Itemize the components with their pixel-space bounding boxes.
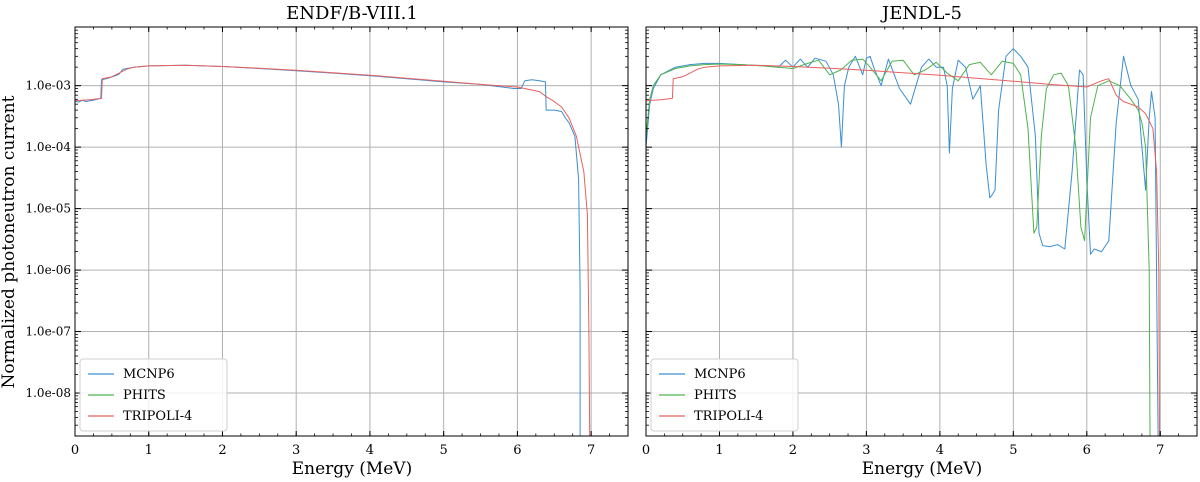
- legend: MCNP6 PHITS TRIPOLI-4: [650, 358, 799, 432]
- series-line-mcnp6: [645, 48, 1159, 437]
- x-tick-label: 5: [1009, 443, 1017, 458]
- legend-label: MCNP6: [694, 367, 746, 382]
- y-tick-label: 1.0e-07: [25, 325, 71, 339]
- series-line-tripoli-4: [74, 64, 591, 437]
- legend-box: [79, 358, 228, 432]
- y-tick-label: 1.0e-04: [25, 140, 71, 154]
- y-tick-label: 1.0e-03: [25, 79, 71, 93]
- legend-label: MCNP6: [123, 367, 175, 382]
- x-tick-label: 4: [366, 443, 374, 458]
- x-axis-label: Energy (MeV): [292, 459, 412, 479]
- chart-title: ENDF/B-VIII.1: [286, 3, 418, 24]
- x-axis-label: Energy (MeV): [862, 459, 982, 479]
- x-tick-label: 0: [642, 443, 650, 458]
- legend-label: PHITS: [694, 388, 737, 403]
- x-tick-label: 4: [936, 443, 944, 458]
- ticks: 0 1 2 3 4 5 6 7: [642, 27, 1198, 458]
- y-tick-label: 1.0e-06: [25, 263, 71, 277]
- panel-jendl: JENDL-5 0 1 2 3 4 5 6 7 MCNP6 PHITS TRIPOLI-4 Ene…: [642, 3, 1198, 479]
- x-tick-label: 1: [145, 443, 153, 458]
- x-tick-label: 5: [440, 443, 448, 458]
- legend: MCNP6 PHITS TRIPOLI-4: [79, 358, 228, 432]
- series-group: [645, 48, 1160, 437]
- x-tick-label: 6: [513, 443, 521, 458]
- x-tick-label: 1: [715, 443, 723, 458]
- figure-ylabel: Normalized photoneutron current: [0, 95, 19, 388]
- legend-box: [650, 358, 799, 432]
- x-tick-label: 0: [71, 443, 79, 458]
- legend-label: PHITS: [123, 388, 166, 403]
- chart-title: JENDL-5: [880, 3, 962, 24]
- y-tick-label: 1.0e-08: [25, 386, 71, 400]
- x-tick-label: 2: [789, 443, 797, 458]
- y-tick-label: 1.0e-05: [25, 202, 71, 216]
- legend-label: TRIPOLI-4: [694, 409, 763, 424]
- x-tick-label: 3: [862, 443, 870, 458]
- x-tick-label: 7: [587, 443, 595, 458]
- x-tick-label: 7: [1156, 443, 1164, 458]
- x-tick-label: 6: [1083, 443, 1091, 458]
- series-group: [74, 64, 591, 437]
- legend-label: TRIPOLI-4: [123, 409, 192, 424]
- series-line-tripoli-4: [645, 64, 1160, 437]
- ticks: 0 1 2 3 4 5 6 7 1.0e-08 1.0e-07 1.0e-06 1.0e-05 1.0e…: [25, 27, 629, 458]
- panel-endf: ENDF/B-VIII.1 0 1 2 3 4 5 6 7 1.0e-08 1.0e-07 1.0e…: [25, 3, 629, 479]
- x-tick-label: 2: [218, 443, 226, 458]
- x-tick-label: 3: [292, 443, 300, 458]
